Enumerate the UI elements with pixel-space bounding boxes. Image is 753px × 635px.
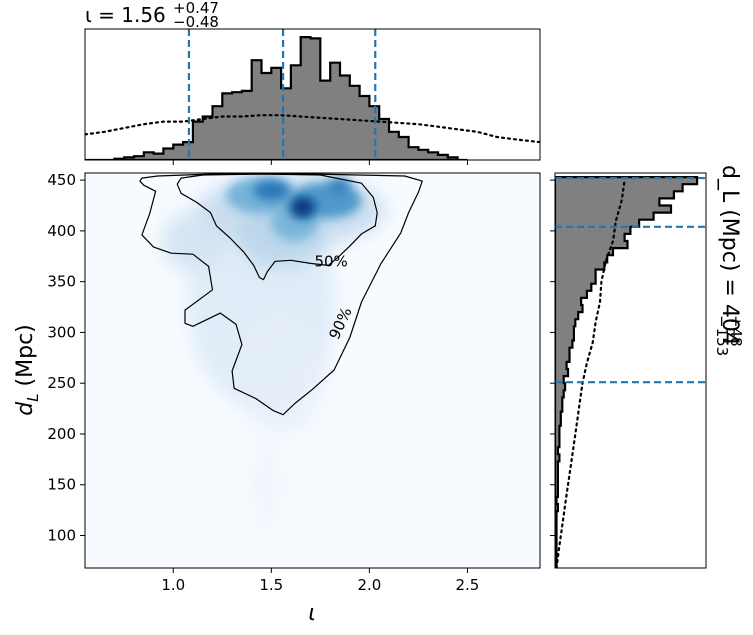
iota-marginal-frame	[84, 28, 541, 161]
y-axis-label: dL (Mpc)	[13, 324, 42, 416]
iota-title-lower-error: −0.48	[173, 13, 219, 31]
iota-title-upper-error: +0.47	[173, 0, 219, 17]
x-tick-label: 1.5	[259, 576, 283, 594]
iota-marginal-title: ι = 1.56	[85, 3, 166, 27]
distance-histogram	[555, 176, 706, 568]
iota-marginal-panel: ι = 1.56 +0.47 −0.48	[84, 0, 541, 165]
density-blob	[237, 312, 325, 434]
distance-posterior-histogram	[555, 176, 699, 568]
contour-90	[139, 173, 423, 416]
contour-label-50: 50%	[314, 252, 347, 270]
distance-marginal-title: d_L (Mpc) = 404 +48 −153	[713, 165, 745, 356]
x-axis-label: ι	[308, 601, 315, 626]
y-axis-ticks: 100 150 200 250 300 350 400 450	[47, 171, 85, 545]
density-blob	[253, 439, 282, 531]
svg-text:+48: +48	[727, 315, 745, 347]
y-tick-label: 250	[47, 374, 76, 392]
credible-contours	[139, 173, 423, 416]
iota-prior-curve	[85, 114, 540, 144]
density-panel: 50% 90% 1.0 1.5 2.0 2.5 1001502002503003504…	[13, 171, 541, 626]
iota-marginal-ticks	[172, 160, 468, 165]
iota-posterior-histogram	[85, 36, 468, 160]
y-tick-label: 100	[47, 527, 76, 545]
y-tick-label: 400	[47, 222, 76, 240]
distance-marginal-frame	[554, 172, 707, 569]
x-tick-label: 1.0	[161, 576, 185, 594]
distance-prior-curve	[555, 179, 626, 568]
density-heatmap	[161, 174, 386, 531]
x-tick-label: 2.0	[357, 576, 381, 594]
x-axis-ticks: 1.0 1.5 2.0 2.5	[161, 568, 479, 594]
y-tick-label: 200	[47, 425, 76, 443]
y-tick-label: 300	[47, 323, 76, 341]
distance-marginal-ticks	[550, 179, 555, 537]
iota-histogram	[85, 29, 540, 160]
y-tick-label: 450	[47, 171, 76, 189]
svg-text:d_L (Mpc) = 404: d_L (Mpc) = 404	[717, 165, 742, 346]
density-blob	[328, 178, 352, 193]
svg-text:−153: −153	[713, 315, 731, 356]
y-tick-label: 350	[47, 273, 76, 291]
density-frame	[84, 172, 541, 569]
density-blob	[295, 201, 310, 214]
x-tick-label: 2.5	[456, 576, 480, 594]
distance-marginal-panel: d_L (Mpc) = 404 +48 −153	[550, 165, 745, 569]
density-blob	[253, 180, 289, 201]
y-tick-label: 150	[47, 476, 76, 494]
contour-50	[176, 173, 378, 281]
